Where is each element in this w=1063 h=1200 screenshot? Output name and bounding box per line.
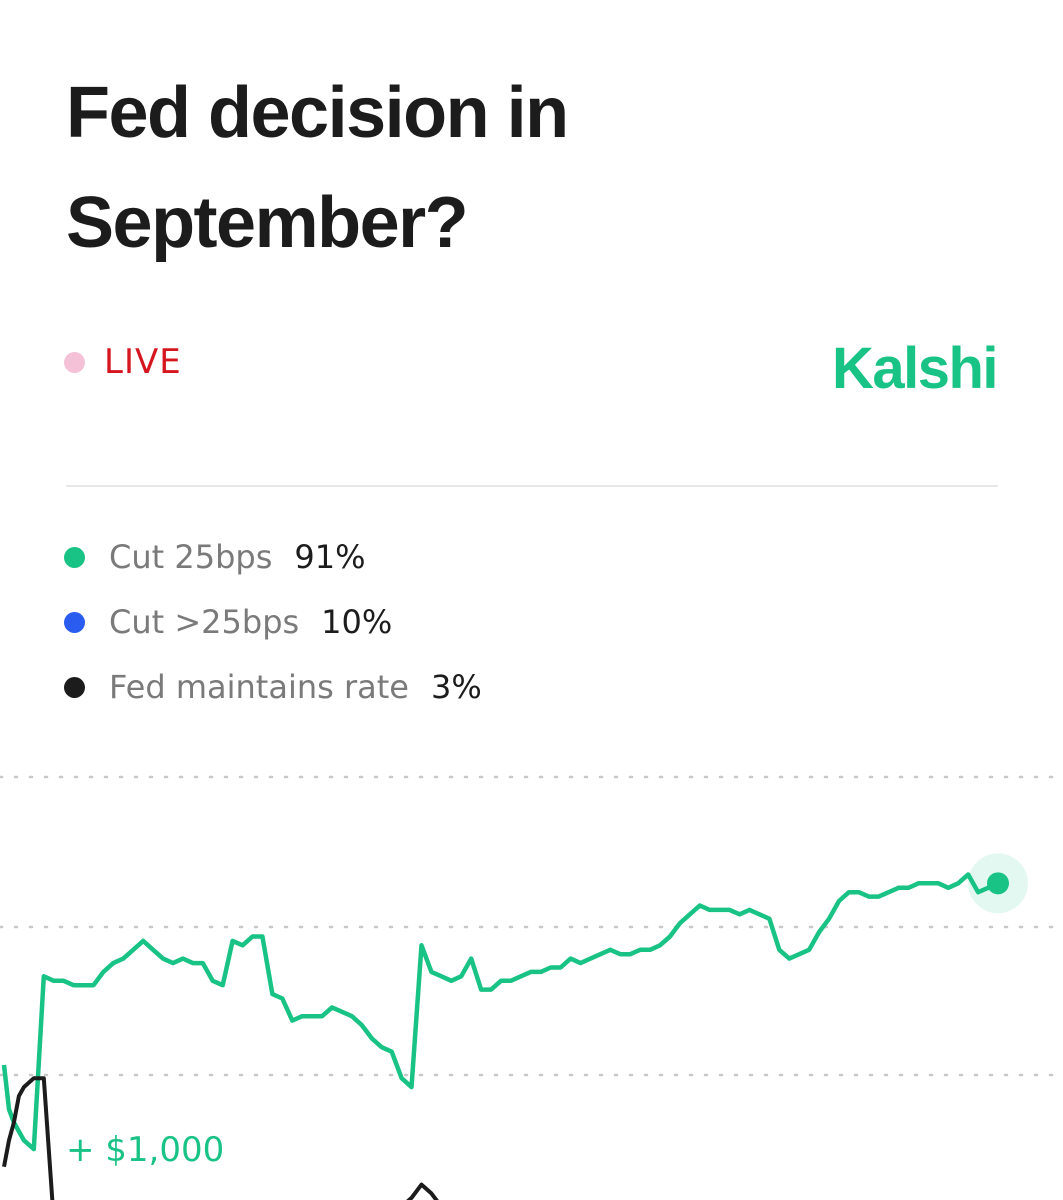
legend-item-cut-25bps[interactable]: Cut 25bps 91%: [64, 533, 482, 581]
live-label: LIVE: [104, 342, 182, 382]
legend-item-fed-maintains[interactable]: Fed maintains rate 3%: [64, 663, 482, 711]
chart-legend: Cut 25bps 91% Cut >25bps 10% Fed maintai…: [64, 533, 482, 728]
chart-grid: [0, 775, 1063, 1077]
endpoint-dot[interactable]: [987, 872, 1009, 895]
chart-series: [1, 872, 999, 1200]
series-line-cut-25bps[interactable]: [1, 872, 999, 1152]
blue-dot-icon: [64, 611, 85, 633]
legend-value: 3%: [430, 668, 482, 706]
legend-value: 10%: [321, 603, 393, 641]
legend-name: Fed maintains rate: [109, 668, 409, 706]
chart-annotation: + $1,000: [66, 1130, 224, 1170]
green-dot-icon: [64, 546, 85, 568]
legend-value: 91%: [294, 538, 366, 576]
probability-chart[interactable]: + $1,000: [0, 760, 1063, 1200]
legend-item-cut-more-25bps[interactable]: Cut >25bps 10%: [64, 598, 482, 646]
live-status: LIVE: [64, 340, 182, 384]
page-title: Fed decision in September?: [66, 73, 569, 263]
legend-name: Cut >25bps: [109, 603, 300, 641]
legend-name: Cut 25bps: [109, 538, 273, 576]
chart-endpoint: [968, 853, 1028, 914]
live-dot-icon: [64, 351, 85, 373]
black-dot-icon: [64, 676, 85, 698]
divider: [66, 485, 998, 487]
brand-logo[interactable]: Kalshi: [831, 336, 999, 401]
